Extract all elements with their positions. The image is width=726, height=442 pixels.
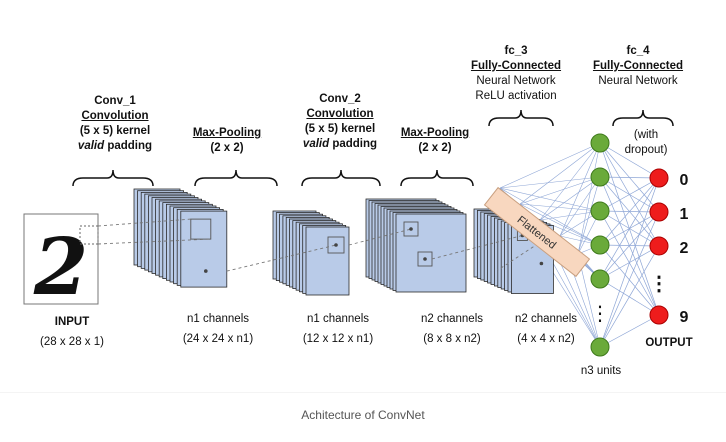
fc3-edge [499,187,601,212]
hidden-ellipsis: ⋮ [590,301,610,325]
fc3-edge [499,176,601,189]
proj-dot [409,227,413,231]
proj-line-1b [97,238,211,245]
fc4-edge [599,177,660,246]
feature-map-stacks: 2 Flattened [23,186,591,313]
layer-braces [72,109,674,187]
hidden-node [590,201,610,221]
stack-pool1-sheet [305,226,350,296]
brace-pool1 [194,169,278,187]
hidden-units-label: n3 units [580,365,622,377]
brace-fc3 [488,109,554,127]
pool2-label: Max-Pooling (2 x 2) [400,127,470,154]
rf-box-2 [327,236,345,254]
input-label: INPUT (28 x 28 x 1) [40,316,104,348]
fc3-edge [499,142,601,189]
output-class-label: ⋮ [649,273,669,295]
fc4-edge [599,177,660,348]
input-receptive-field [79,225,99,245]
dropout-label: (with dropout) [624,129,668,156]
fc3-edge [577,176,601,255]
stack-pool1 [272,210,350,296]
fc4-edge [599,245,660,348]
brace-fc4 [612,109,674,127]
pool1-label: Max-Pooling (2 x 2) [192,127,262,154]
output-class-label: 9 [680,309,689,326]
caption-divider [0,392,726,393]
conv2-label: Conv_2 Convolution (5 x 5) kernel valid … [302,93,378,150]
fc3-edge [519,176,601,205]
figure-caption: Achitecture of ConvNet [301,408,425,422]
input-digit-glyph: 2 [33,222,88,313]
proj-line-3 [348,228,412,246]
fc4-edge [599,314,660,348]
hidden-node [590,167,610,187]
output-label: OUTPUT [645,337,693,349]
stack-conv2-sheet [395,213,467,293]
output-node [649,236,669,256]
rf-box-3 [403,221,419,237]
proj-dot [204,269,208,273]
proj-line-5 [497,233,554,271]
brace-pool2 [400,169,474,187]
layer2-label: n1 channels (12 x 12 x n1) [302,313,374,345]
output-node [649,305,669,325]
hidden-node [590,269,610,289]
brace-conv2 [301,169,381,187]
output-class-label: 0 [680,172,689,189]
flattened-rect [483,186,591,278]
fc4-edge [599,176,660,179]
proj-dot [423,257,427,261]
fc3-edge [539,176,601,221]
layer4-label: n2 channels (4 x 4 x n2) [514,313,578,345]
proj-dot [334,243,338,247]
fc3-edge [559,142,601,237]
fc4-label: fc_4 Fully-Connected Neural Network [592,45,684,87]
fc3-edge [519,203,601,246]
proj-line-2 [226,244,337,272]
input-image-frame [23,213,99,305]
stack-conv1-sheet [180,210,228,288]
conv1-label: Conv_1 Convolution (5 x 5) kernel valid … [77,95,153,152]
fc4-edge [599,211,660,280]
proj-dot [539,261,544,266]
output-node [649,202,669,222]
fc3-edge [539,142,601,221]
fc3-label: fc_3 Fully-Connected Neural Network ReLU… [470,45,562,102]
stack-conv2 [365,198,467,293]
hidden-node [590,133,610,153]
output-node [649,168,669,188]
stack-conv1 [133,188,228,288]
output-class-label: 2 [680,240,689,257]
layer1-label: n1 channels (24 x 24 x n1) [182,313,254,345]
fc4-edge [599,177,660,280]
fc4-edge [599,177,660,212]
fc3-edge [519,142,601,205]
hidden-node [590,235,610,255]
layer3-label: n2 channels (8 x 8 x n2) [420,313,484,345]
hidden-node [590,337,610,357]
fc4-edge [599,211,660,348]
fc3-edge [577,142,601,255]
output-class-label: 1 [680,206,689,223]
fc4-edge [599,142,660,179]
fc3-edge [559,176,601,237]
brace-conv1 [72,169,154,187]
network-nodes: ⋮ 0 1 2 ⋮ 9 [590,133,689,357]
